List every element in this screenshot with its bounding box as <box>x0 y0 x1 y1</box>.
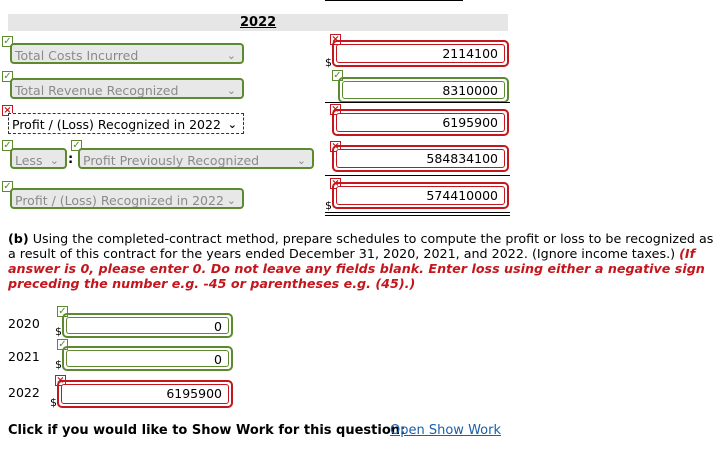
cross-icon: × <box>2 105 13 116</box>
answer-2022-value: 6195900 <box>61 384 229 404</box>
dollar-sign: $ <box>50 396 57 409</box>
double-rule-bottom <box>325 215 510 216</box>
row5-amount-value: 574410000 <box>336 186 505 205</box>
row4-label-text: Profit Previously Recognized <box>83 153 260 168</box>
answer-2021-value: 0 <box>66 350 229 367</box>
chevron-down-icon: ⌄ <box>226 84 236 97</box>
row2-amount-field[interactable]: 8310000 <box>338 77 509 103</box>
row5-label-text: Profit / (Loss) Recognized in 2022 <box>15 193 224 208</box>
chevron-down-icon: ⌄ <box>226 194 236 207</box>
part-b-text: Using the completed-contract method, pre… <box>8 231 714 261</box>
answer-year-2022: 2022 <box>8 385 40 400</box>
part-b-lead: (b) <box>8 231 29 246</box>
row4-amount-field[interactable]: 584834100 <box>332 145 509 172</box>
row1-label-text: Total Costs Incurred <box>15 48 139 63</box>
row3-amount-field[interactable]: 6195900 <box>332 109 509 136</box>
row4-prefix-text: Less <box>15 153 43 168</box>
chevron-down-icon: ⌄ <box>49 154 59 167</box>
dollar-sign: $ <box>325 56 332 69</box>
answer-year-2020: 2020 <box>8 316 40 331</box>
row4-amount-value: 584834100 <box>336 149 505 168</box>
dollar-sign: $ <box>325 199 332 212</box>
part-b-instruction: (If answer is 0, please enter 0. Do not … <box>8 246 705 291</box>
check-icon: ✓ <box>2 71 13 82</box>
separator-colon: : <box>68 152 74 167</box>
check-icon: ✓ <box>71 140 82 151</box>
dollar-sign: $ <box>55 358 62 371</box>
row5-label-select[interactable]: Profit / (Loss) Recognized in 2022 ⌄ <box>10 188 244 209</box>
open-show-work-link[interactable]: Open Show Work <box>390 423 501 438</box>
chevron-down-icon: ⌄ <box>227 118 237 131</box>
row4-label-select[interactable]: Profit Previously Recognized ⌄ <box>78 148 314 169</box>
row4-prefix-select[interactable]: Less ⌄ <box>10 148 67 169</box>
total-rule <box>325 175 510 176</box>
row3-label-select[interactable]: Profit / (Loss) Recognized in 2022 ⌄ <box>8 113 244 134</box>
answer-2022-field[interactable]: 6195900 <box>57 380 233 408</box>
row1-amount-field[interactable]: 2114100 <box>332 40 509 67</box>
row1-label-select[interactable]: Total Costs Incurred ⌄ <box>10 43 244 64</box>
row2-label-text: Total Revenue Recognized <box>15 83 179 98</box>
check-icon: ✓ <box>332 70 343 81</box>
row3-amount-value: 6195900 <box>336 113 505 132</box>
check-icon: ✓ <box>2 140 13 151</box>
show-work-prompt: Click if you would like to Show Work for… <box>8 423 406 438</box>
answer-year-2021: 2021 <box>8 349 40 364</box>
part-b-instructions: (b) Using the completed-contract method,… <box>8 231 722 291</box>
answer-2020-value: 0 <box>66 317 229 334</box>
chevron-down-icon: ⌄ <box>226 49 236 62</box>
row2-label-select[interactable]: Total Revenue Recognized ⌄ <box>10 78 244 99</box>
double-rule-top <box>325 212 510 213</box>
header-top-rule <box>325 0 463 1</box>
chevron-down-icon: ⌄ <box>296 154 306 167</box>
row3-label-text: Profit / (Loss) Recognized in 2022 <box>12 117 221 132</box>
row1-amount-value: 2114100 <box>336 44 505 63</box>
dollar-sign: $ <box>55 325 62 338</box>
subtotal-rule <box>325 102 510 103</box>
row5-amount-field[interactable]: 574410000 <box>332 182 509 209</box>
year-header-band <box>8 14 508 31</box>
row2-amount-value: 8310000 <box>342 81 505 99</box>
check-icon: ✓ <box>2 181 13 192</box>
answer-2020-field[interactable]: 0 <box>62 313 233 338</box>
answer-2021-field[interactable]: 0 <box>62 346 233 371</box>
year-header: 2022 <box>240 15 277 30</box>
check-icon: ✓ <box>2 36 13 47</box>
